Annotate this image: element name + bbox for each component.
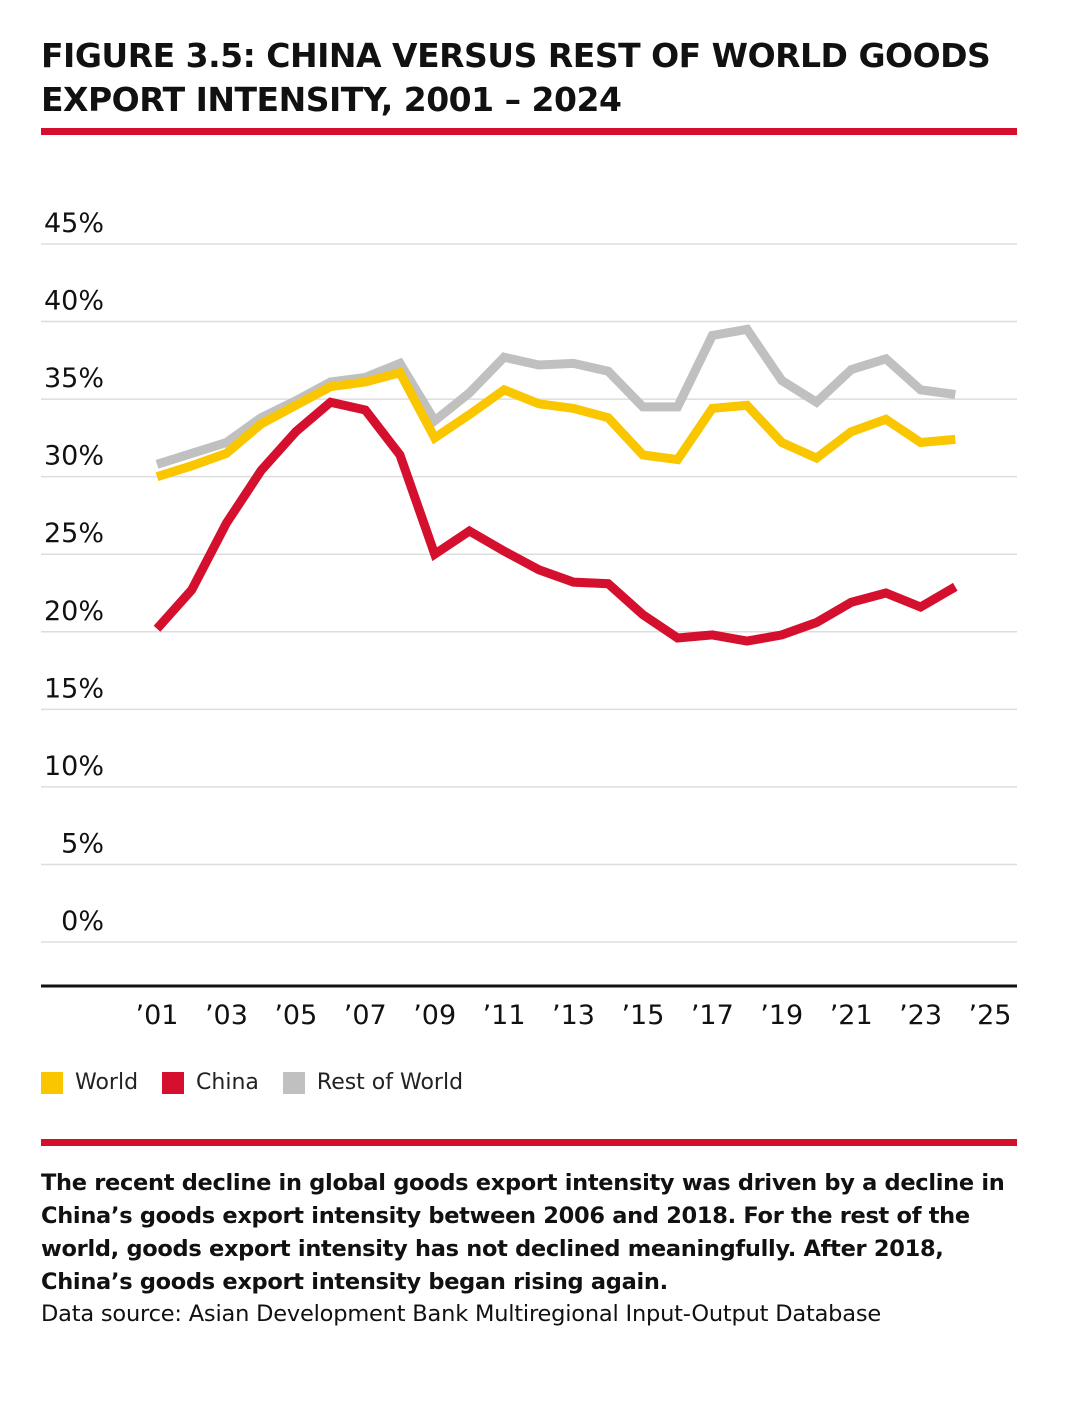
y-tick-label: 35% bbox=[44, 363, 104, 394]
y-tick-label: 0% bbox=[61, 906, 104, 937]
x-tick-label: ’11 bbox=[483, 1000, 526, 1031]
x-tick-label: ’01 bbox=[136, 1000, 179, 1031]
bottom-rule bbox=[41, 1139, 1017, 1146]
y-tick-label: 30% bbox=[44, 441, 104, 472]
series-line-world bbox=[155, 367, 956, 481]
line-chart: 0%5%10%15%20%25%30%35%40%45% ’01’03’05’0… bbox=[41, 208, 1017, 1031]
x-tick-label: ’21 bbox=[830, 1000, 873, 1031]
data-source: Data source: Asian Development Bank Mult… bbox=[41, 1301, 881, 1327]
caption-text: The recent decline in global goods expor… bbox=[41, 1170, 1005, 1295]
legend-swatch-world bbox=[41, 1071, 63, 1094]
x-tick-label: ’19 bbox=[760, 1000, 803, 1031]
legend-label-world: World bbox=[75, 1070, 139, 1095]
y-tick-label: 20% bbox=[44, 596, 104, 627]
legend: World China Rest of World bbox=[41, 1070, 487, 1095]
x-tick-label: ’09 bbox=[413, 1000, 456, 1031]
x-tick-label: ’25 bbox=[969, 1000, 1012, 1031]
legend-swatch-rest-of-world bbox=[282, 1071, 305, 1094]
legend-item-world: World bbox=[41, 1070, 138, 1095]
legend-swatch-china bbox=[162, 1071, 185, 1094]
y-tick-label: 25% bbox=[44, 518, 104, 549]
x-axis-labels: ’01 ’03 ’05 ’07 ’09 ’11 ’13 ’15 ’17 ’19 ’21 ’23 ’25 bbox=[136, 1000, 1012, 1031]
x-tick-label: ’05 bbox=[274, 1000, 317, 1031]
chart-title: FIGURE 3.5: CHINA VERSUS REST OF WORLD G… bbox=[41, 36, 991, 119]
y-tick-label: 15% bbox=[44, 673, 104, 704]
series-lines bbox=[153, 324, 958, 646]
series-line-china bbox=[153, 397, 958, 646]
x-tick-label: ’13 bbox=[552, 1000, 595, 1031]
x-tick-label: ’07 bbox=[344, 1000, 387, 1031]
x-tick-label: ’15 bbox=[621, 1000, 664, 1031]
legend-item-china: China bbox=[162, 1070, 259, 1095]
y-tick-label: 5% bbox=[61, 828, 104, 859]
y-tick-label: 40% bbox=[44, 286, 104, 317]
y-tick-label: 10% bbox=[44, 751, 104, 782]
y-axis-labels: 0% 5% 10% 15% 20% 25% 30% 35% 40% 45% bbox=[44, 208, 104, 937]
x-tick-label: ’23 bbox=[899, 1000, 942, 1031]
legend-label-china: China bbox=[196, 1070, 259, 1095]
x-tick-label: ’17 bbox=[691, 1000, 734, 1031]
y-tick-label: 45% bbox=[44, 208, 104, 239]
legend-item-rest-of-world: Rest of World bbox=[282, 1070, 464, 1095]
x-tick-label: ’03 bbox=[205, 1000, 248, 1031]
legend-label-rest-of-world: Rest of World bbox=[316, 1070, 464, 1095]
top-rule bbox=[41, 128, 1017, 135]
